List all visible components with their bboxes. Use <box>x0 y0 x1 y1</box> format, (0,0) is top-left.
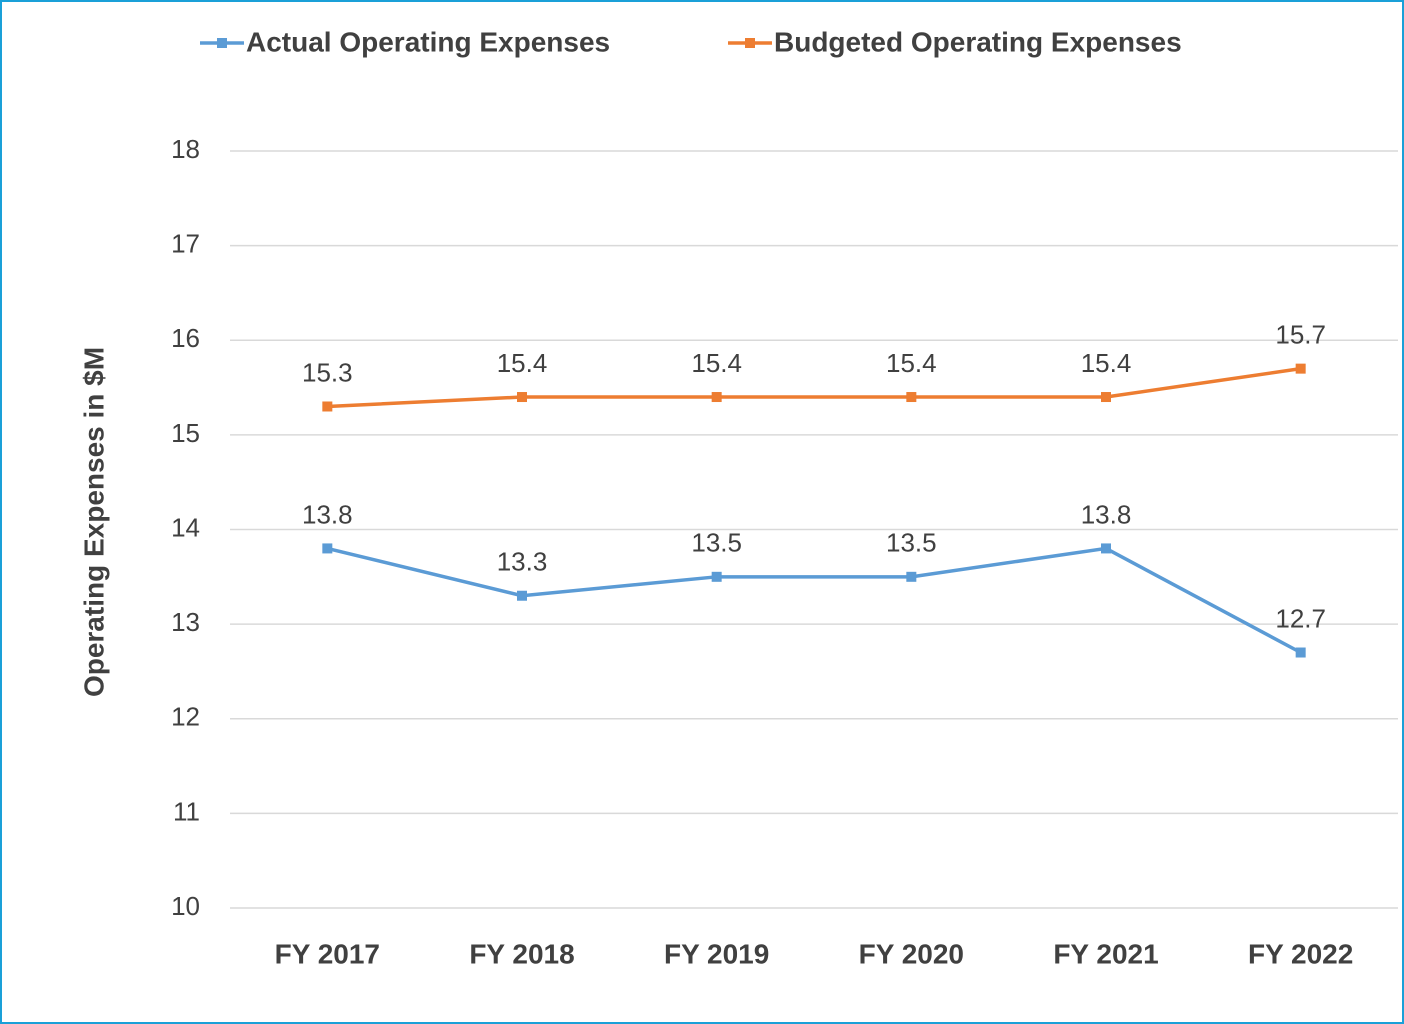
legend-marker <box>217 38 227 48</box>
y-tick-label: 14 <box>171 512 200 542</box>
y-tick-label: 15 <box>171 418 200 448</box>
x-tick-label: FY 2020 <box>859 938 964 969</box>
point <box>906 571 917 582</box>
data-label: 13.8 <box>1081 499 1132 529</box>
x-tick-label: FY 2022 <box>1248 938 1353 969</box>
point <box>517 590 527 601</box>
y-axis-label: Operating Expenses in $M <box>78 347 109 697</box>
x-tick-label: FY 2017 <box>275 938 380 969</box>
data-label: 15.7 <box>1275 320 1326 350</box>
x-tick-label: FY 2018 <box>469 938 574 969</box>
point <box>322 543 333 554</box>
data-label: 15.4 <box>1081 348 1132 378</box>
point <box>711 571 722 582</box>
point <box>1101 543 1111 554</box>
data-label: 15.3 <box>302 357 353 387</box>
data-label: 13.5 <box>691 528 742 558</box>
point <box>711 392 722 403</box>
point <box>517 392 527 403</box>
y-tick-label: 16 <box>171 323 200 353</box>
point <box>1295 647 1306 658</box>
y-tick-label: 13 <box>171 607 200 637</box>
y-tick-label: 11 <box>173 796 200 826</box>
point <box>1295 363 1306 374</box>
legend-marker <box>745 38 755 48</box>
legend-label: Budgeted Operating Expenses <box>774 26 1182 57</box>
point <box>906 392 917 403</box>
y-tick-label: 10 <box>171 891 200 921</box>
data-label: 12.7 <box>1275 603 1326 633</box>
data-label: 13.8 <box>302 499 353 529</box>
y-tick-label: 18 <box>171 134 200 164</box>
x-tick-label: FY 2021 <box>1053 938 1158 969</box>
series-line <box>327 366 1301 409</box>
y-tick-label: 12 <box>171 702 200 732</box>
data-label: 15.4 <box>886 348 937 378</box>
legend-label: Actual Operating Expenses <box>246 26 610 57</box>
y-tick-label: 17 <box>171 229 200 259</box>
x-tick-label: FY 2019 <box>664 938 769 969</box>
data-label: 13.5 <box>886 528 937 558</box>
point <box>322 401 333 412</box>
series-line <box>326 546 1302 655</box>
point <box>1101 392 1111 403</box>
data-label: 15.4 <box>691 348 742 378</box>
data-label: 13.3 <box>497 547 548 577</box>
data-label: 15.4 <box>497 348 548 378</box>
